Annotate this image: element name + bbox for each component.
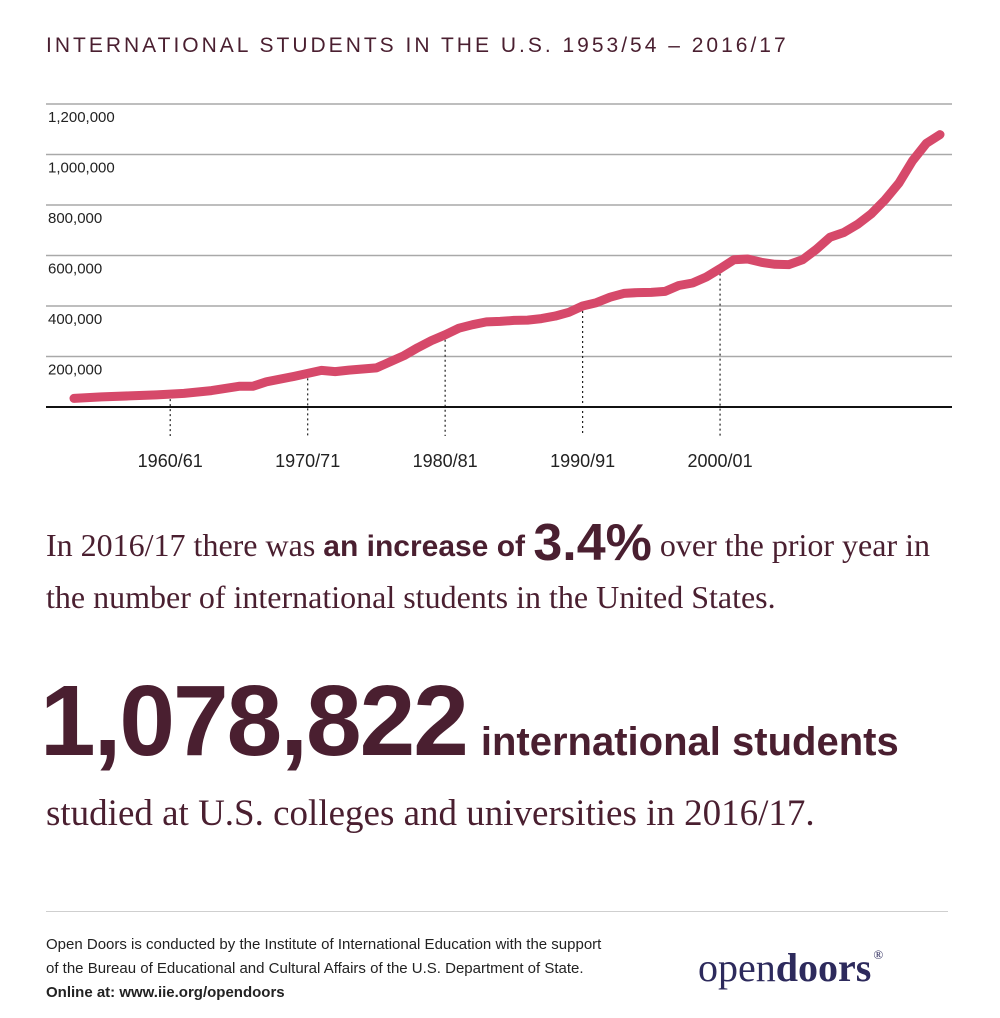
footer-divider xyxy=(46,911,948,912)
y-tick-label: 200,000 xyxy=(48,362,102,379)
chart-title: INTERNATIONAL STUDENTS IN THE U.S. 1953/… xyxy=(46,34,789,57)
y-axis-ticks: 200,000 400,000 600,000 800,000 1,000,000 1,2… xyxy=(48,109,115,379)
registered-mark: ® xyxy=(873,947,884,962)
footer-text: Open Doors is conducted by the Institute… xyxy=(46,936,602,977)
drop-lines xyxy=(169,268,721,436)
x-tick-label: 1970/71 xyxy=(275,451,340,471)
x-tick-label: 2000/01 xyxy=(688,451,753,471)
footer-link[interactable]: Online at: www.iie.org/opendoors xyxy=(46,984,285,1001)
footer-credits: Open Doors is conducted by the Institute… xyxy=(46,933,606,1005)
y-tick-label: 1,200,000 xyxy=(48,109,115,126)
total-label: international students xyxy=(480,720,899,764)
total-number: 1,078,822 xyxy=(40,665,469,777)
sentence-strong: an increase of xyxy=(323,530,534,563)
logo-light: open xyxy=(698,945,776,990)
increase-percent: 3.4% xyxy=(533,514,652,572)
studied-sentence: studied at U.S. colleges and universitie… xyxy=(46,793,815,834)
increase-sentence: In 2016/17 there was an increase of 3.4%… xyxy=(46,517,976,622)
grid-lines xyxy=(46,103,952,358)
y-tick-label: 800,000 xyxy=(48,210,102,227)
x-axis-ticks: 1960/61 1970/71 1980/81 1990/91 2000/01 xyxy=(138,451,753,471)
y-tick-label: 400,000 xyxy=(48,311,102,328)
series-layer xyxy=(69,130,945,403)
x-tick-label: 1990/91 xyxy=(550,451,615,471)
y-tick-label: 1,000,000 xyxy=(48,160,115,177)
series-line xyxy=(69,130,945,403)
logo-bold: doors xyxy=(775,945,872,990)
total-students: 1,078,822 international students xyxy=(40,664,899,779)
x-tick-label: 1960/61 xyxy=(138,451,203,471)
line-chart: 200,000 400,000 600,000 800,000 1,000,000 1,2… xyxy=(46,103,952,471)
x-tick-label: 1980/81 xyxy=(413,451,478,471)
sentence-suffix: over the prior year in the number of int… xyxy=(46,527,930,615)
y-tick-label: 600,000 xyxy=(48,261,102,278)
sentence-prefix: In 2016/17 there was xyxy=(46,527,324,563)
opendoors-logo: opendoors ® xyxy=(698,944,883,991)
